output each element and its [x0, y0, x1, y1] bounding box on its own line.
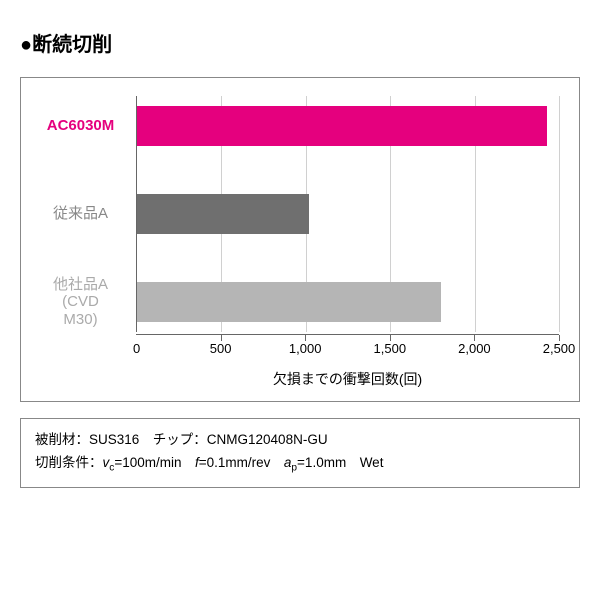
- bar: [137, 194, 309, 234]
- bar-chart: AC6030M 従来品A 他社品A(CVDM30): [31, 96, 559, 332]
- bar: [137, 106, 547, 146]
- x-tick-label: 1,500: [374, 341, 407, 356]
- x-tick-label: 0: [133, 341, 140, 356]
- x-tick-label: 1,000: [289, 341, 322, 356]
- bar-row: AC6030M: [31, 96, 559, 156]
- bar-row: 他社品A(CVDM30): [31, 272, 559, 332]
- x-axis-label: 欠損までの衝撃回数(回): [136, 369, 559, 389]
- x-tick-label: 2,500: [543, 341, 576, 356]
- x-tick-label: 2,000: [458, 341, 491, 356]
- chart-container: AC6030M 従来品A 他社品A(CVDM30) 0 500 1,000 1,500 2,…: [20, 77, 580, 402]
- conditions-box: 被削材：SUS316 チップ：CNMG120408N-GU 切削条件：vc=10…: [20, 418, 580, 488]
- bar: [137, 282, 441, 322]
- conditions-line-2: 切削条件：vc=100m/min f=0.1mm/rev ap=1.0mm We…: [35, 452, 565, 477]
- bar-row: 従来品A: [31, 184, 559, 244]
- x-tick-label: 500: [210, 341, 232, 356]
- x-axis: 05001,0001,5002,0002,500: [136, 334, 559, 369]
- y-label: 他社品A(CVDM30): [31, 276, 136, 328]
- section-title: ●断続切削: [20, 28, 580, 57]
- y-label: AC6030M: [31, 117, 136, 134]
- conditions-line-1: 被削材：SUS316 チップ：CNMG120408N-GU: [35, 429, 565, 452]
- y-label: 従来品A: [31, 205, 136, 222]
